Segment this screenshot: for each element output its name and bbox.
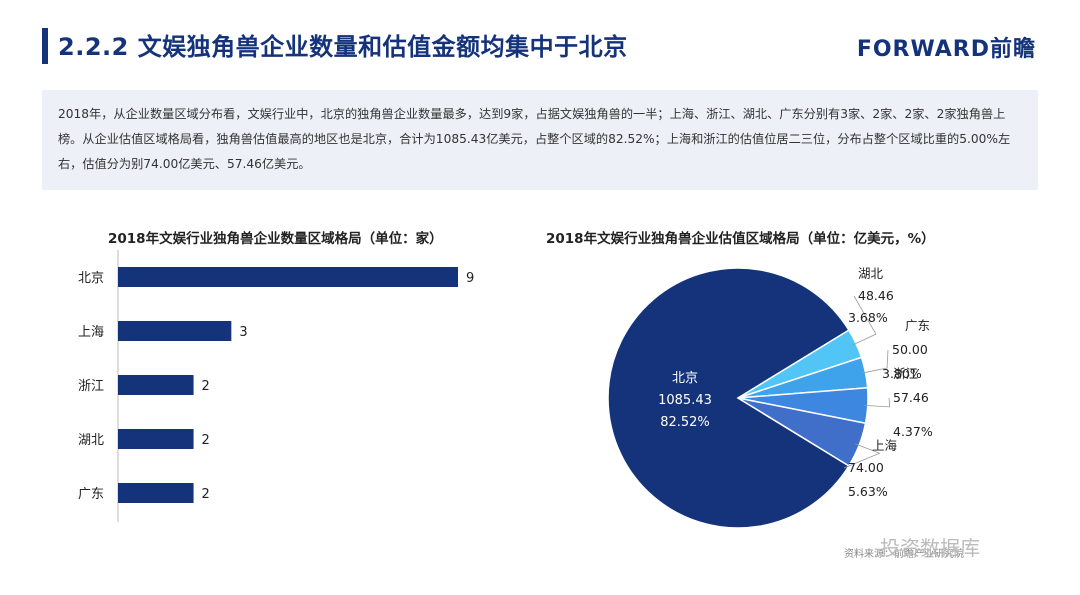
summary-box: 2018年，从企业数量区域分布看，文娱行业中，北京的独角兽企业数量最多，达到9家… bbox=[42, 90, 1038, 190]
pie-label-percent: 3.68% bbox=[848, 310, 888, 325]
source-note: 资料来源：前瞻产业研究院 bbox=[844, 549, 964, 560]
pie-label-name: 北京 bbox=[672, 371, 698, 386]
pie-label-value: 50.00 bbox=[892, 342, 928, 357]
bar-value-label: 9 bbox=[466, 271, 474, 286]
pie-label-name: 上海 bbox=[872, 438, 898, 453]
pie-leader-line bbox=[863, 397, 891, 408]
forward-logo: FORWARD前瞻 bbox=[856, 37, 1036, 62]
pie-label-percent: 5.63% bbox=[848, 484, 888, 499]
summary-text: 2018年，从企业数量区域分布看，文娱行业中，北京的独角兽企业数量最多，达到9家… bbox=[58, 107, 1011, 171]
bar-value-label: 2 bbox=[202, 433, 210, 448]
bar-value-label: 3 bbox=[239, 325, 247, 340]
pie-label-name: 浙江 bbox=[893, 366, 918, 381]
bar-category-label: 湖北 bbox=[78, 433, 104, 448]
pie-leader-line bbox=[852, 295, 877, 346]
watermark-text: 投资数据库 bbox=[880, 536, 980, 560]
pie-label-percent: 4.37% bbox=[893, 424, 933, 439]
bar-category-label: 广东 bbox=[78, 487, 104, 502]
pie-leader-line bbox=[861, 349, 889, 374]
pie-slice bbox=[607, 267, 850, 529]
bar-value-label: 2 bbox=[202, 379, 210, 394]
pie-label-value: 57.46 bbox=[893, 390, 929, 405]
pie-label-name: 广东 bbox=[905, 318, 930, 333]
bar bbox=[118, 267, 458, 287]
title-accent-bar bbox=[42, 28, 48, 64]
bar bbox=[118, 429, 194, 449]
bar bbox=[118, 483, 194, 503]
pie-label-name: 湖北 bbox=[858, 266, 884, 281]
bar-chart-title: 2018年文娱行业独角兽企业数量区域格局（单位：家） bbox=[108, 231, 443, 247]
pie-label-value: 74.00 bbox=[848, 460, 884, 475]
bar-category-label: 浙江 bbox=[78, 379, 104, 394]
bar-value-label: 2 bbox=[202, 487, 210, 502]
bar-chart: 北京 9 上海 3 浙江 2 湖北 2 广东 2 bbox=[78, 250, 474, 522]
pie-label-value: 1085.43 bbox=[658, 393, 712, 408]
bar bbox=[118, 321, 232, 341]
pie-chart: 北京 1085.43 82.52% 上海 74.00 5.63% 浙江 57.46 4.37% 广… bbox=[607, 266, 933, 529]
pie-label-percent: 82.52% bbox=[660, 415, 710, 430]
bar bbox=[118, 375, 194, 395]
pie-label-percent: 3.80% bbox=[882, 366, 922, 381]
page-title: 2.2.2 文娱独角兽企业数量和估值金额均集中于北京 bbox=[58, 33, 628, 61]
pie-leader-line bbox=[843, 443, 881, 469]
bar-category-label: 北京 bbox=[78, 271, 104, 286]
pie-label-value: 48.46 bbox=[858, 288, 894, 303]
bar-category-label: 上海 bbox=[78, 325, 104, 340]
pie-chart-title: 2018年文娱行业独角兽企业估值区域格局（单位：亿美元，%） bbox=[546, 231, 935, 247]
